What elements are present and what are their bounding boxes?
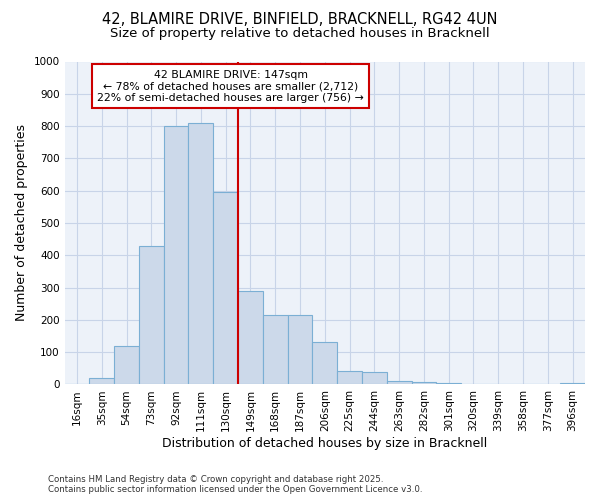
Bar: [238, 291, 263, 384]
Bar: [287, 315, 313, 384]
Bar: [139, 246, 164, 384]
Bar: [114, 346, 139, 385]
Text: Contains HM Land Registry data © Crown copyright and database right 2025.
Contai: Contains HM Land Registry data © Crown c…: [48, 474, 422, 494]
Y-axis label: Number of detached properties: Number of detached properties: [15, 124, 28, 322]
Bar: [337, 371, 362, 384]
Text: Size of property relative to detached houses in Bracknell: Size of property relative to detached ho…: [110, 28, 490, 40]
Bar: [89, 378, 114, 384]
Bar: [362, 372, 387, 384]
Bar: [164, 126, 188, 384]
Bar: [387, 380, 412, 384]
Text: 42 BLAMIRE DRIVE: 147sqm
← 78% of detached houses are smaller (2,712)
22% of sem: 42 BLAMIRE DRIVE: 147sqm ← 78% of detach…: [97, 70, 364, 103]
Bar: [313, 342, 337, 384]
Bar: [560, 383, 585, 384]
Bar: [412, 382, 436, 384]
Bar: [213, 192, 238, 384]
X-axis label: Distribution of detached houses by size in Bracknell: Distribution of detached houses by size …: [162, 437, 487, 450]
Bar: [188, 123, 213, 384]
Bar: [263, 315, 287, 384]
Text: 42, BLAMIRE DRIVE, BINFIELD, BRACKNELL, RG42 4UN: 42, BLAMIRE DRIVE, BINFIELD, BRACKNELL, …: [102, 12, 498, 28]
